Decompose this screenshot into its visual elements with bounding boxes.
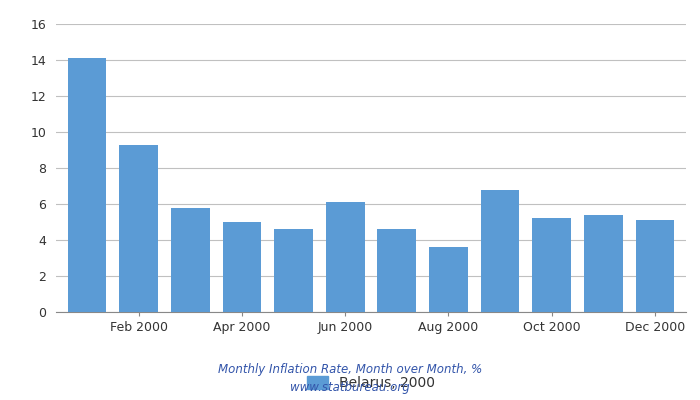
Bar <box>481 190 519 312</box>
Legend: Belarus, 2000: Belarus, 2000 <box>302 371 440 396</box>
Bar <box>119 144 158 312</box>
Bar <box>533 218 571 312</box>
Bar <box>326 202 365 312</box>
Bar <box>584 215 623 312</box>
Bar <box>274 229 313 312</box>
Bar <box>429 247 468 312</box>
Bar <box>171 208 209 312</box>
Text: Monthly Inflation Rate, Month over Month, %: Monthly Inflation Rate, Month over Month… <box>218 364 482 376</box>
Text: www.statbureau.org: www.statbureau.org <box>290 381 410 394</box>
Bar <box>636 220 674 312</box>
Bar <box>223 222 261 312</box>
Bar <box>377 229 416 312</box>
Bar <box>68 58 106 312</box>
